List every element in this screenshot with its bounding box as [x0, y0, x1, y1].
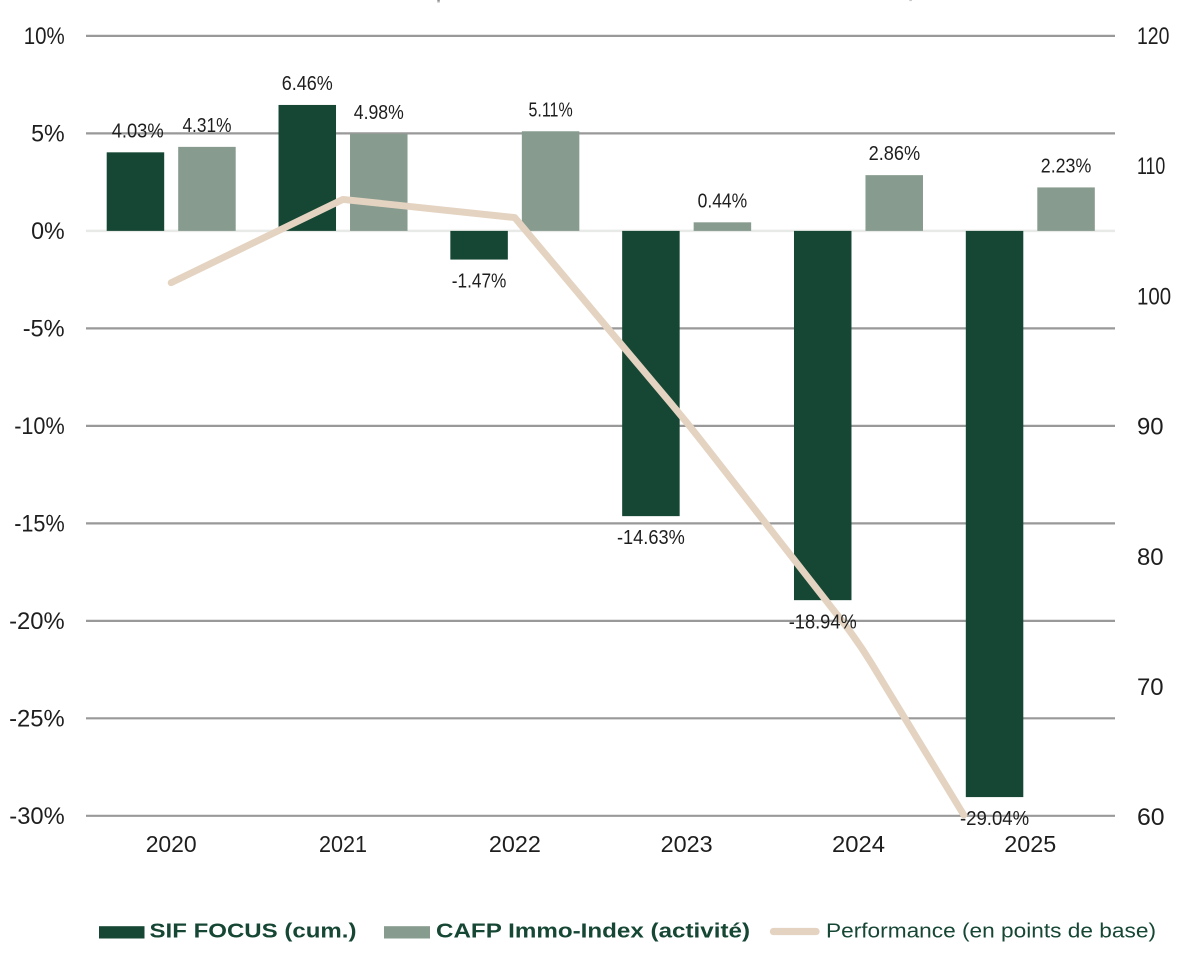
- svg-text:2022: 2022: [489, 831, 541, 857]
- svg-text:120: 120: [1137, 23, 1169, 50]
- svg-text:-15%: -15%: [14, 510, 65, 537]
- svg-text:60: 60: [1137, 804, 1165, 831]
- svg-text:-18.94%: -18.94%: [789, 611, 857, 633]
- svg-text:90: 90: [1137, 414, 1164, 441]
- svg-text:-10%: -10%: [14, 413, 65, 440]
- svg-text:CAFP Immo-Index (activité): CAFP Immo-Index (activité): [436, 920, 750, 943]
- svg-text:2.86%: 2.86%: [869, 143, 921, 165]
- svg-text:2.23%: 2.23%: [1041, 155, 1092, 177]
- svg-text:-20%: -20%: [9, 608, 65, 635]
- svg-text:-1.47%: -1.47%: [452, 271, 507, 293]
- svg-text:5.11%: 5.11%: [528, 99, 572, 121]
- svg-text:-29.04%: -29.04%: [960, 808, 1029, 830]
- svg-text:110: 110: [1137, 153, 1165, 180]
- svg-text:2024: 2024: [832, 831, 885, 857]
- svg-text:2023: 2023: [661, 831, 713, 857]
- svg-text:2020: 2020: [146, 831, 197, 857]
- svg-text:2025: 2025: [1004, 831, 1056, 857]
- svg-text:2021: 2021: [319, 831, 367, 857]
- svg-text:5%: 5%: [31, 120, 65, 147]
- svg-text:Performance (en points de base: Performance (en points de base): [826, 920, 1156, 943]
- svg-text:-25%: -25%: [9, 705, 65, 732]
- svg-text:0%: 0%: [31, 218, 65, 245]
- svg-text:-5%: -5%: [23, 315, 65, 342]
- svg-text:0.44%: 0.44%: [698, 190, 748, 212]
- svg-text:70: 70: [1137, 674, 1164, 701]
- svg-text:10%: 10%: [24, 23, 65, 50]
- svg-text:4.98%: 4.98%: [354, 102, 404, 124]
- svg-text:80: 80: [1137, 544, 1164, 571]
- svg-text:-14.63%: -14.63%: [617, 527, 685, 549]
- svg-text:4.31%: 4.31%: [182, 115, 231, 137]
- svg-text:100: 100: [1137, 283, 1171, 310]
- svg-text:SIF FOCUS (cum.): SIF FOCUS (cum.): [150, 920, 357, 943]
- svg-text:6.46%: 6.46%: [282, 73, 333, 95]
- svg-text:4.03%: 4.03%: [112, 120, 164, 142]
- svg-text:-30%: -30%: [9, 803, 64, 830]
